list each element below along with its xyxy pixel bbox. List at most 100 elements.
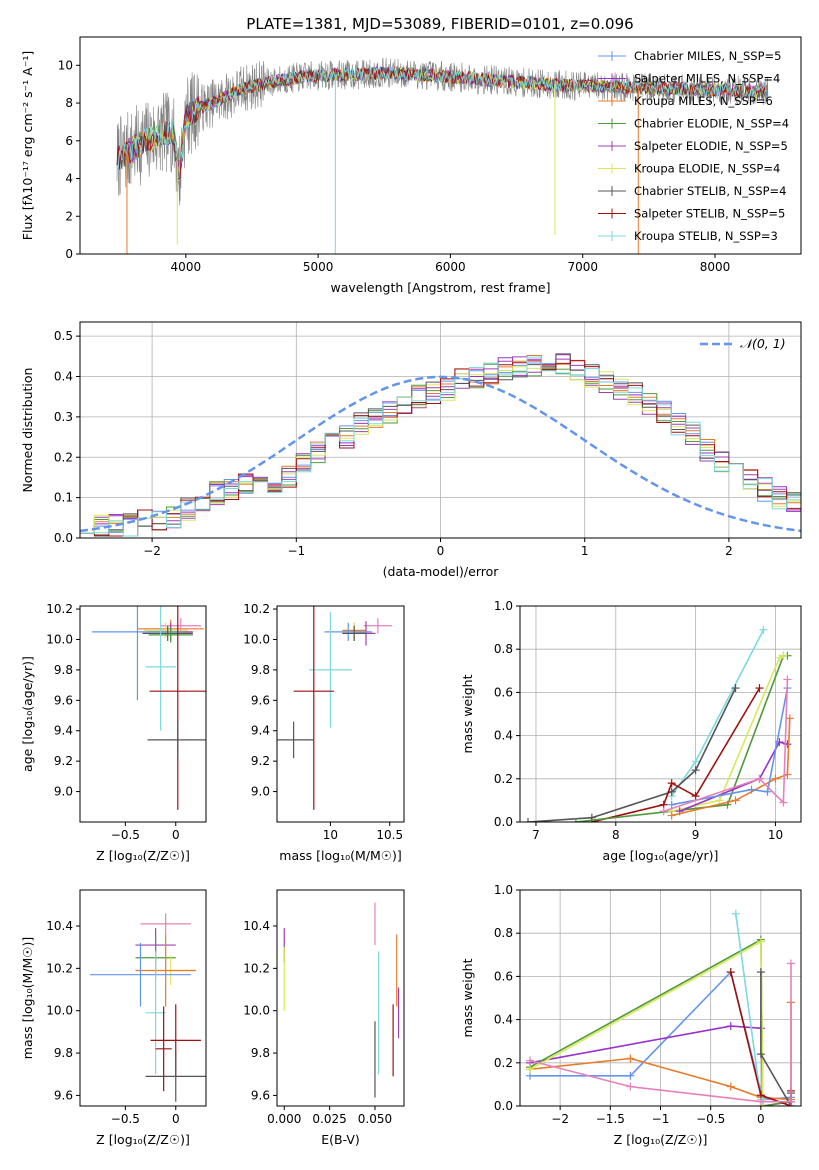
age_vs_Z-xlabel: Z [log₁₀(Z/Z☉)] — [96, 848, 190, 863]
weight_vs_age-plot-area — [523, 625, 794, 822]
age_vs_mass-frame — [276, 605, 405, 823]
weight_vs_Z-xlabel: Z [log₁₀(Z/Z☉)] — [614, 1132, 708, 1147]
weight_vs_Z-ytick-label: 0.4 — [494, 1013, 513, 1027]
age_vs_mass-ytick-label: 9.2 — [251, 754, 270, 768]
residuals-xlabel: (data-model)/error — [383, 564, 500, 579]
age_vs_mass-ytick-label: 10.0 — [243, 632, 270, 646]
age_vs_Z-ytick-label: 10.0 — [46, 632, 73, 646]
spectrum-ytick-label: 2 — [65, 209, 73, 223]
weight_vs_age-xtick-label: 7 — [532, 828, 540, 842]
residuals-ytick-label: 0.3 — [54, 410, 73, 424]
residuals-ytick-label: 0.5 — [54, 329, 73, 343]
weight_vs_Z-ytick-label: 0.0 — [494, 1099, 513, 1113]
age_vs_mass-xtick-label: 10 — [323, 828, 338, 842]
residuals-histogram-salpeter_elodie — [80, 356, 801, 538]
residuals-ytick-label: 0.4 — [54, 370, 73, 384]
figure-title: PLATE=1381, MJD=53089, FIBERID=0101, z=0… — [246, 15, 633, 33]
age_vs_mass-axes: 10 10.5 9.0 9.2 9.4 9.6 9.8 10.0 10.2 mass [log₁₀… — [243, 602, 405, 863]
age_vs_Z-ytick-label: 9.2 — [54, 754, 73, 768]
spectrum-legend-label: Chabrier MILES, N_SSP=5 — [634, 49, 781, 63]
spectrum-ytick-label: 10 — [58, 58, 73, 72]
age_vs_Z-frame — [79, 605, 207, 823]
age_vs_Z-plot-area — [92, 606, 206, 810]
mass_vs_Z-ytick-label: 10.4 — [46, 919, 73, 933]
weight_vs_Z-ytick-label: 0.2 — [494, 1056, 513, 1070]
spectrum-plot-area — [116, 57, 769, 254]
spectrum-xtick-label: 7000 — [567, 260, 598, 274]
spectrum-frame — [79, 36, 802, 255]
weight_vs_Z-xtick-label: 0 — [757, 1112, 765, 1126]
weight_vs_Z-ylabel: mass weight — [460, 958, 475, 1037]
age_vs_Z-ytick-label: 9.6 — [54, 693, 73, 707]
weight_vs_age-ytick-label: 1.0 — [494, 599, 513, 613]
weight_vs_Z-plot-area — [526, 909, 795, 1106]
age_vs_Z-axes: −0.5 0 9.0 9.2 9.4 9.6 9.8 10.0 10.2 Z [log₁₀(Z/Z… — [20, 602, 207, 863]
mass_vs_Z-xtick-label: −0.5 — [111, 1112, 140, 1126]
age_vs_Z-ylabel: age [log₁₀(age/yr)] — [20, 656, 35, 772]
age_vs_mass-ytick-label: 10.2 — [243, 602, 270, 616]
mass_vs_ebv-ytick-label: 10.4 — [243, 919, 270, 933]
weight_vs_Z-xtick-label: −0.5 — [696, 1112, 725, 1126]
mass_vs_ebv-axes: 0.000 0.025 0.050 9.6 9.8 10.0 10.2 10.4 E(B-V) — [243, 889, 405, 1147]
mass_vs_ebv-ytick-label: 9.6 — [251, 1088, 270, 1102]
mass_vs_ebv-ytick-label: 10.2 — [243, 961, 270, 975]
weight_vs_age-ytick-label: 0.8 — [494, 642, 513, 656]
weight_vs_age-xtick-label: 8 — [612, 828, 620, 842]
spectrum-legend-label: Chabrier ELODIE, N_SSP=4 — [634, 117, 789, 131]
mass_vs_Z-ytick-label: 10.0 — [46, 1004, 73, 1018]
weight_vs_age-axes: 7 8 9 10 0.0 0.2 0.4 0.6 0.8 1.0 age [log₁₀(age/yr… — [460, 599, 802, 863]
spectrum-xtick-label: 8000 — [700, 260, 731, 274]
spectrum-ytick-label: 0 — [65, 247, 73, 261]
residuals-ytick-label: 0.1 — [54, 491, 73, 505]
spectrum-xtick-label: 6000 — [435, 260, 466, 274]
residuals-ytick-label: 0.0 — [54, 531, 73, 545]
spectrum-legend-label: Salpeter STELIB, N_SSP=5 — [634, 207, 785, 221]
weight_vs_age-line — [671, 687, 789, 806]
weight_vs_age-line — [663, 679, 789, 812]
residuals-plot-area — [80, 353, 801, 538]
spectrum-model-line — [116, 65, 768, 179]
spectrum-ylabel: Flux [fλ10⁻¹⁷ erg cm⁻² s⁻¹ A⁻¹] — [20, 51, 35, 240]
weight_vs_Z-xtick-label: −1 — [652, 1112, 670, 1126]
weight_vs_age-ytick-label: 0.6 — [494, 685, 513, 699]
mass_vs_Z-xlabel: Z [log₁₀(Z/Z☉)] — [96, 1132, 190, 1147]
mass_vs_Z-ytick-label: 10.2 — [46, 961, 73, 975]
residuals-xtick-label: 1 — [581, 544, 589, 558]
residuals-axes: −2 −1 0 1 2 0.0 0.1 0.2 0.3 0.4 0.5 (data-model)/er… — [20, 321, 802, 579]
spectrum-legend: Chabrier MILES, N_SSP=5 Salpeter MILES, N… — [598, 49, 789, 243]
mass_vs_Z-plot-area — [90, 913, 206, 1102]
weight_vs_age-xtick-label: 10 — [768, 828, 783, 842]
mass_vs_Z-xtick-label: 0 — [172, 1112, 180, 1126]
mass_vs_Z-axes: −0.5 0 9.6 9.8 10.0 10.2 10.4 Z [log₁₀(Z/Z☉)] ma… — [20, 889, 207, 1147]
weight_vs_Z-axes: −2 −1.5 −1 −0.5 0 0.0 0.2 0.4 0.6 0.8 1.0 Z [log₁₀(… — [460, 883, 802, 1147]
weight_vs_Z-ytick-label: 1.0 — [494, 883, 513, 897]
residuals-xtick-label: −2 — [143, 544, 161, 558]
spectrum-ytick-label: 6 — [65, 134, 73, 148]
age_vs_Z-ytick-label: 9.8 — [54, 663, 73, 677]
mass_vs_ebv-frame — [276, 889, 405, 1107]
mass_vs_ebv-plot-area — [283, 902, 400, 1098]
age_vs_mass-ytick-label: 9.0 — [251, 785, 270, 799]
weight_vs_age-ytick-label: 0.0 — [494, 815, 513, 829]
weight_vs_age-xlabel: age [log₁₀(age/yr)] — [603, 848, 719, 863]
spectrum-legend-label: Kroupa MILES, N_SSP=6 — [634, 94, 773, 108]
age_vs_mass-ytick-label: 9.8 — [251, 663, 270, 677]
age_vs_mass-ytick-label: 9.6 — [251, 693, 270, 707]
residuals-xtick-label: −1 — [287, 544, 305, 558]
weight_vs_age-frame — [519, 605, 802, 823]
mass_vs_ebv-xtick-label: 0.050 — [358, 1112, 392, 1126]
mass_vs_ebv-xtick-label: 0.025 — [312, 1112, 346, 1126]
mass_vs_ebv-ytick-label: 9.8 — [251, 1046, 270, 1060]
weight_vs_age-line — [671, 654, 784, 812]
mass_vs_ebv-xlabel: E(B-V) — [321, 1132, 360, 1147]
mass_vs_Z-ylabel: mass [log₁₀(M/M☉)] — [20, 937, 35, 1059]
residuals-histogram-kroupa_stelib — [80, 356, 801, 538]
weight_vs_age-ylabel: mass weight — [460, 674, 475, 753]
mass_vs_ebv-xtick-label: 0.000 — [267, 1112, 301, 1126]
residuals-ylabel: Normed distribution — [20, 368, 35, 493]
spectrum-ytick-label: 4 — [65, 172, 73, 186]
spectrum-xtick-label: 5000 — [303, 260, 334, 274]
spectrum-legend-label: Chabrier STELIB, N_SSP=4 — [634, 184, 786, 198]
